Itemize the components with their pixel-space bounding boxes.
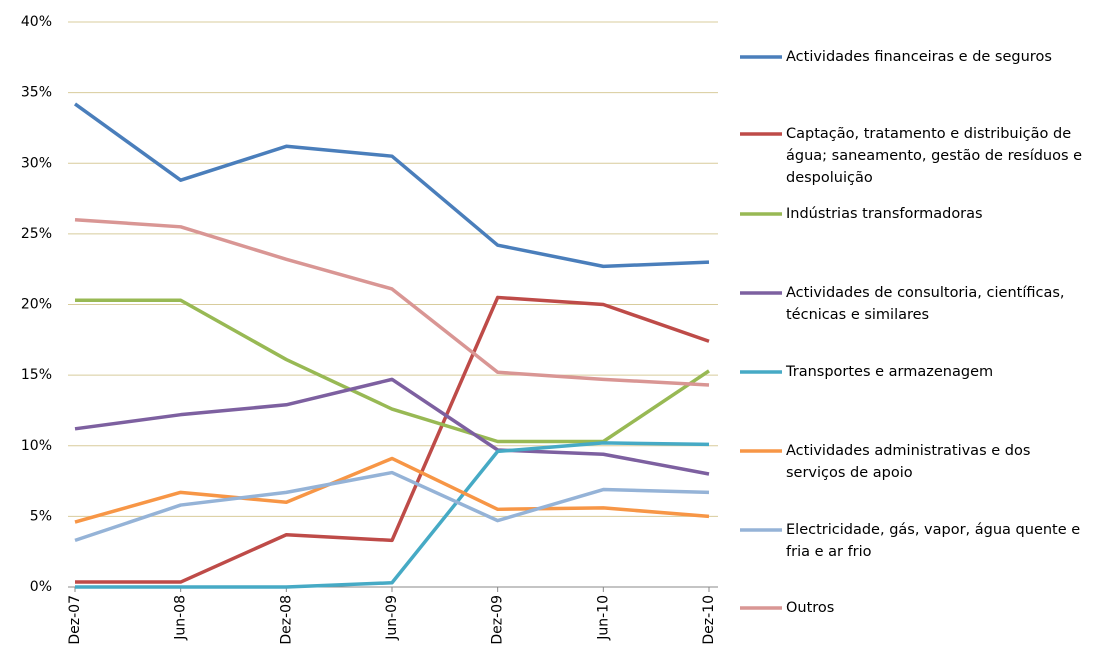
series-line bbox=[75, 298, 710, 444]
y-tick-label: 10% bbox=[21, 438, 52, 454]
y-tick-label: 30% bbox=[21, 155, 52, 171]
x-tick-label: Dez-07 bbox=[67, 595, 83, 645]
x-tick-label: Jun-09 bbox=[384, 595, 400, 641]
x-tick-label: Jun-08 bbox=[173, 595, 189, 641]
y-tick-label: 25% bbox=[21, 226, 52, 242]
series-line bbox=[74, 470, 710, 543]
legend-label: Actividades administrativas e dos serviç… bbox=[786, 443, 1031, 481]
series-line bbox=[75, 295, 710, 584]
y-tick-label: 15% bbox=[21, 367, 52, 383]
legend-label: Transportes e armazenagem bbox=[786, 364, 994, 380]
y-tick-label: 0% bbox=[30, 579, 52, 595]
y-tick-label: 5% bbox=[30, 508, 52, 524]
legend-label: Captação, tratamento e distribuição de á… bbox=[786, 126, 1083, 186]
x-tick-label: Dez-08 bbox=[278, 595, 294, 645]
series-line bbox=[75, 441, 710, 589]
legend-label: Outros bbox=[786, 600, 835, 616]
legend-label: Electricidade, gás, vapor, água quente e… bbox=[786, 522, 1081, 560]
series-line bbox=[74, 218, 710, 387]
y-tick-label: 35% bbox=[21, 85, 52, 101]
legend-label: Actividades de consultoria, científicas,… bbox=[786, 285, 1065, 323]
x-tick-label: Dez-09 bbox=[490, 595, 506, 645]
x-tick-label: Dez-10 bbox=[701, 595, 717, 645]
series-line bbox=[74, 377, 710, 476]
y-tick-label: 20% bbox=[21, 297, 52, 313]
legend-label: Indústrias transformadoras bbox=[786, 206, 983, 222]
legend-label: Actividades financeiras e de seguros bbox=[786, 49, 1052, 65]
series-line bbox=[73, 102, 710, 269]
x-tick-label: Jun-10 bbox=[595, 595, 611, 641]
y-tick-label: 40% bbox=[21, 14, 52, 30]
series-line bbox=[74, 456, 710, 524]
